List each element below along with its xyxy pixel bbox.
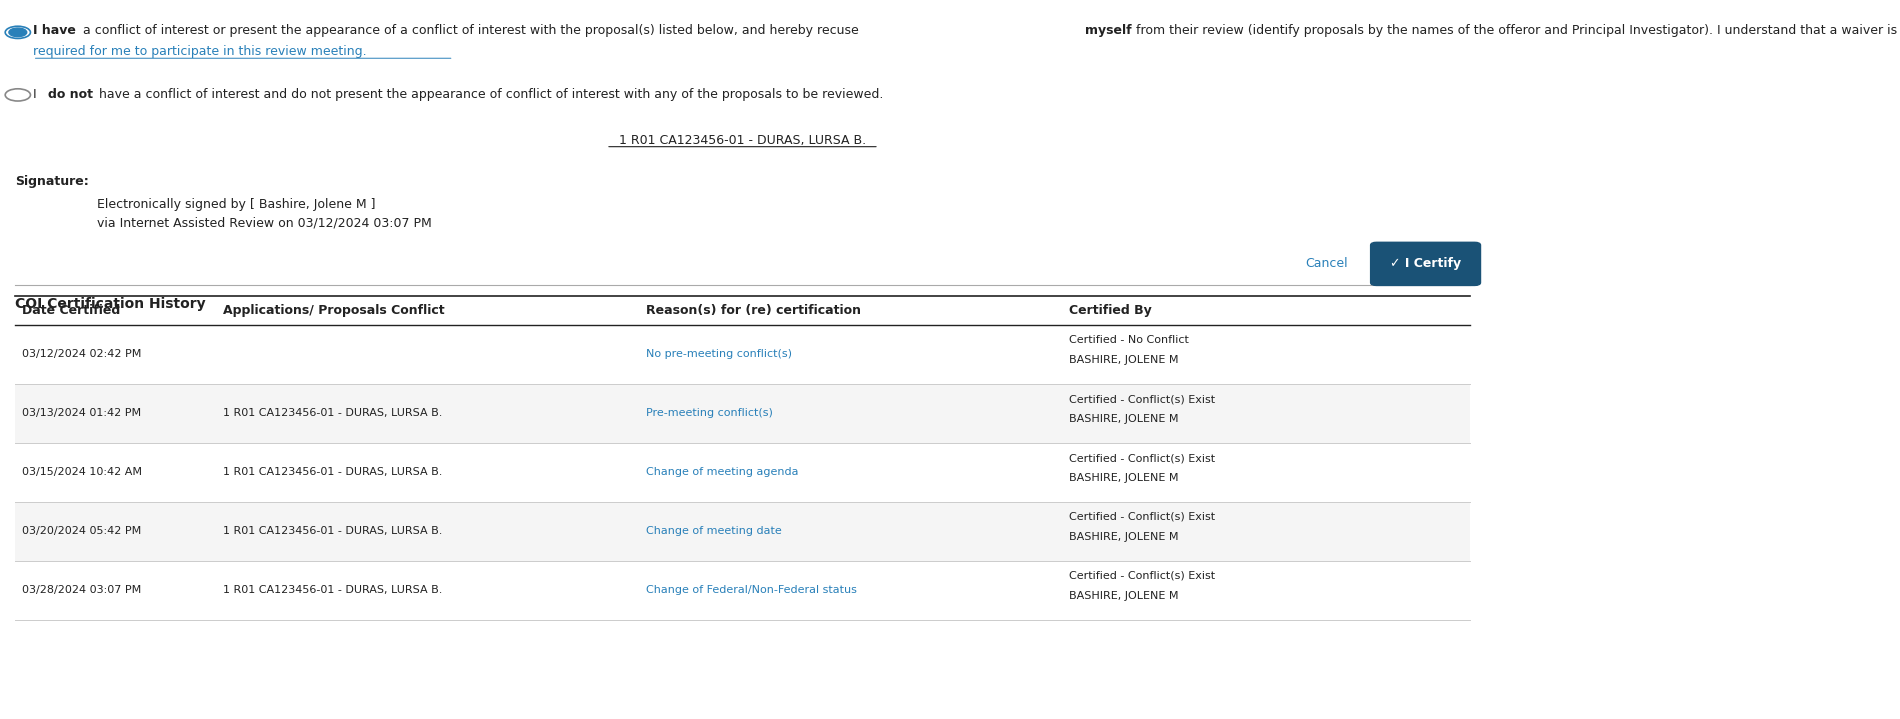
Text: Pre-meeting conflict(s): Pre-meeting conflict(s): [646, 408, 773, 418]
Text: I: I: [32, 88, 40, 101]
Text: myself: myself: [1085, 24, 1132, 37]
Text: Reason(s) for (re) certification: Reason(s) for (re) certification: [646, 304, 861, 317]
Text: 03/13/2024 01:42 PM: 03/13/2024 01:42 PM: [23, 408, 141, 418]
Text: Change of Federal/Non-Federal status: Change of Federal/Non-Federal status: [646, 585, 857, 595]
Text: COI Certification History: COI Certification History: [15, 297, 205, 311]
Text: 03/15/2024 10:42 AM: 03/15/2024 10:42 AM: [23, 467, 142, 477]
Text: I have: I have: [32, 24, 76, 37]
Text: 1 R01 CA123456-01 - DURAS, LURSA B.: 1 R01 CA123456-01 - DURAS, LURSA B.: [222, 408, 443, 418]
Text: BASHIRE, JOLENE M: BASHIRE, JOLENE M: [1070, 355, 1178, 365]
Text: 1 R01 CA123456-01 - DURAS, LURSA B.: 1 R01 CA123456-01 - DURAS, LURSA B.: [619, 134, 866, 147]
Text: Signature:: Signature:: [15, 175, 89, 188]
Text: 03/28/2024 03:07 PM: 03/28/2024 03:07 PM: [23, 585, 141, 595]
Text: Applications/ Proposals Conflict: Applications/ Proposals Conflict: [222, 304, 445, 317]
Text: 03/12/2024 02:42 PM: 03/12/2024 02:42 PM: [23, 349, 142, 360]
Text: Change of meeting agenda: Change of meeting agenda: [646, 467, 798, 477]
Text: 1 R01 CA123456-01 - DURAS, LURSA B.: 1 R01 CA123456-01 - DURAS, LURSA B.: [222, 585, 443, 595]
FancyBboxPatch shape: [1370, 242, 1480, 285]
Text: from their review (identify proposals by the names of the offeror and Principal : from their review (identify proposals by…: [1132, 24, 1896, 37]
Text: required for me to participate in this review meeting.: required for me to participate in this r…: [32, 45, 367, 58]
Text: Electronically signed by [ Bashire, Jolene M ]: Electronically signed by [ Bashire, Jole…: [97, 198, 374, 211]
Text: via Internet Assisted Review on 03/12/2024 03:07 PM: via Internet Assisted Review on 03/12/20…: [97, 216, 431, 229]
Text: 1 R01 CA123456-01 - DURAS, LURSA B.: 1 R01 CA123456-01 - DURAS, LURSA B.: [222, 467, 443, 477]
Bar: [15, 443, 1471, 502]
Text: No pre-meeting conflict(s): No pre-meeting conflict(s): [646, 349, 792, 360]
Text: 03/20/2024 05:42 PM: 03/20/2024 05:42 PM: [23, 526, 141, 536]
Text: Certified - Conflict(s) Exist: Certified - Conflict(s) Exist: [1070, 453, 1216, 463]
Text: 1 R01 CA123456-01 - DURAS, LURSA B.: 1 R01 CA123456-01 - DURAS, LURSA B.: [222, 526, 443, 536]
Text: BASHIRE, JOLENE M: BASHIRE, JOLENE M: [1070, 591, 1178, 601]
Text: Date Certified: Date Certified: [23, 304, 120, 317]
Text: BASHIRE, JOLENE M: BASHIRE, JOLENE M: [1070, 414, 1178, 424]
Bar: [15, 325, 1471, 384]
Bar: [15, 561, 1471, 620]
Circle shape: [10, 28, 27, 37]
Text: Certified - Conflict(s) Exist: Certified - Conflict(s) Exist: [1070, 394, 1216, 404]
Text: ✓ I Certify: ✓ I Certify: [1391, 257, 1461, 270]
Text: Change of meeting date: Change of meeting date: [646, 526, 781, 536]
Text: have a conflict of interest and do not present the appearance of conflict of int: have a conflict of interest and do not p…: [95, 88, 884, 101]
Bar: [15, 384, 1471, 443]
Text: Certified - Conflict(s) Exist: Certified - Conflict(s) Exist: [1070, 571, 1216, 581]
Text: Certified - Conflict(s) Exist: Certified - Conflict(s) Exist: [1070, 512, 1216, 522]
Text: Certified By: Certified By: [1070, 304, 1151, 317]
Text: BASHIRE, JOLENE M: BASHIRE, JOLENE M: [1070, 532, 1178, 542]
Text: Cancel: Cancel: [1305, 257, 1347, 270]
Bar: [15, 502, 1471, 561]
Text: BASHIRE, JOLENE M: BASHIRE, JOLENE M: [1070, 473, 1178, 483]
Text: a conflict of interest or present the appearance of a conflict of interest with : a conflict of interest or present the ap…: [80, 24, 863, 37]
Text: Certified - No Conflict: Certified - No Conflict: [1070, 335, 1189, 345]
Text: do not: do not: [48, 88, 93, 101]
